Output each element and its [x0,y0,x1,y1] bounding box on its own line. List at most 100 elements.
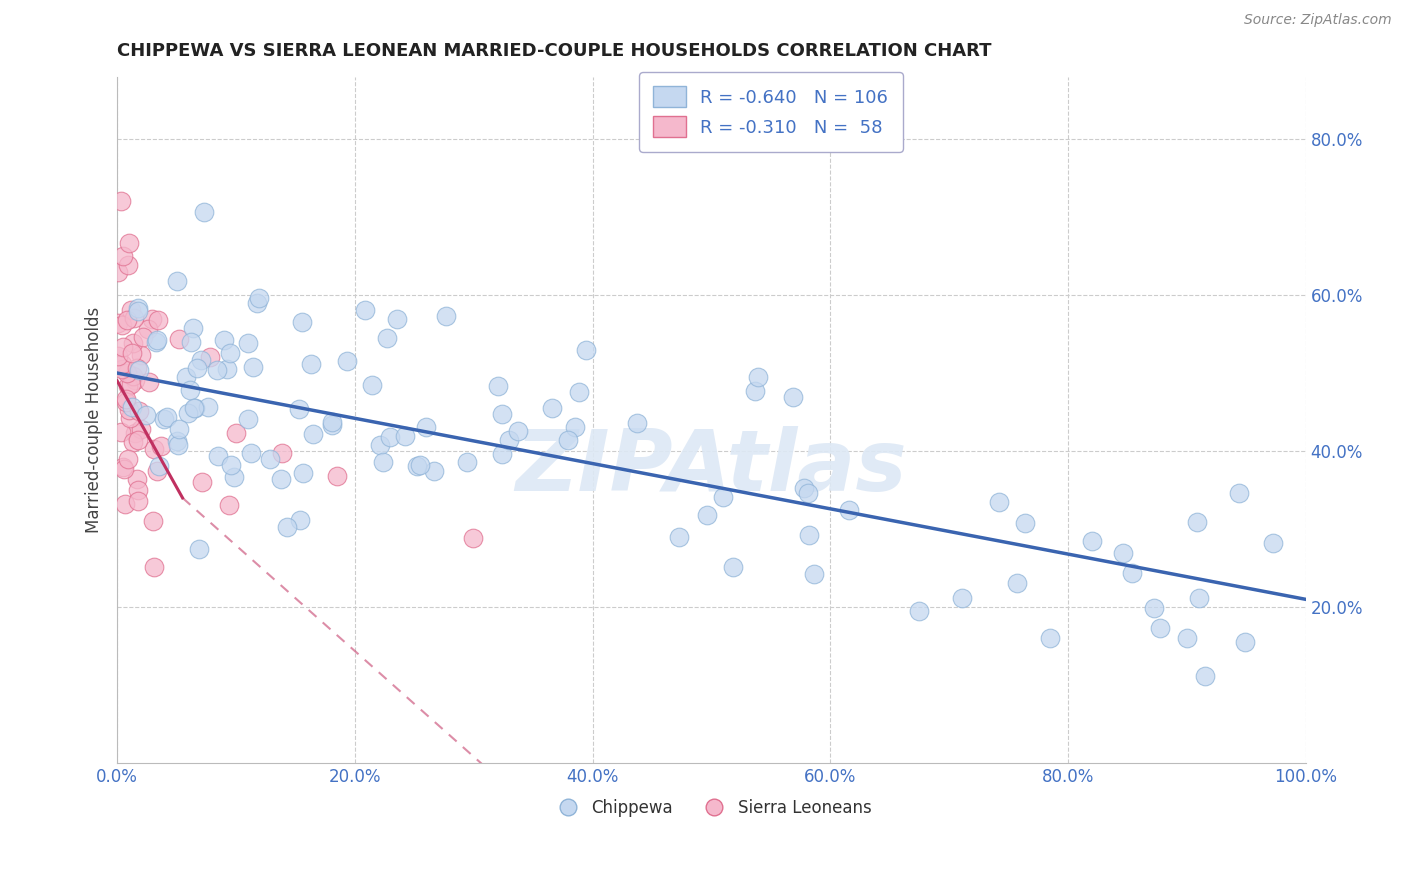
Point [141,311,163,326]
Point [1185,515,1208,529]
Point [115,367,138,381]
Point [122,368,145,383]
Point [118,236,141,251]
Point [224,470,246,484]
Point [132,330,155,344]
Text: CHIPPEWA VS SIERRA LEONEAN MARRIED-COUPLE HOUSEHOLDS CORRELATION CHART: CHIPPEWA VS SIERRA LEONEAN MARRIED-COUPL… [117,42,991,60]
Point [797,486,820,500]
Text: Source: ZipAtlas.com: Source: ZipAtlas.com [1244,13,1392,28]
Point [219,346,242,360]
Point [183,401,205,415]
Point [146,464,169,478]
Point [491,447,513,461]
Point [110,425,132,439]
Point [291,315,314,329]
Point [145,335,167,350]
Point [186,361,208,376]
Point [288,513,311,527]
Point [124,373,146,387]
Point [115,395,138,409]
Point [1194,669,1216,683]
Point [1261,536,1284,550]
Point [246,296,269,310]
Point [127,361,149,376]
Point [321,415,343,429]
Point [508,425,530,439]
Point [188,542,211,557]
Point [117,378,139,392]
Point [336,354,359,368]
Point [107,316,129,330]
Point [1227,486,1250,500]
Point [225,426,247,441]
Point [247,292,270,306]
Point [166,434,188,449]
Point [988,494,1011,508]
Point [1143,601,1166,615]
Point [302,427,325,442]
Point [723,559,745,574]
Point [183,401,205,415]
Point [180,334,202,349]
Y-axis label: Married-couple Households: Married-couple Households [86,307,103,533]
Point [1175,631,1198,645]
Point [107,265,129,279]
Point [456,455,478,469]
Point [111,318,134,332]
Point [415,420,437,434]
Point [166,274,188,288]
Point [557,433,579,447]
Point [486,378,509,392]
Point [125,472,148,486]
Point [1039,632,1062,646]
Point [568,384,591,399]
Point [176,370,198,384]
Point [111,249,134,263]
Point [236,412,259,426]
Point [626,416,648,430]
Point [276,520,298,534]
Point [120,302,142,317]
Point [394,429,416,443]
Point [239,446,262,460]
Point [181,321,204,335]
Point [110,194,132,209]
Point [207,449,229,463]
Point [146,312,169,326]
Point [1005,576,1028,591]
Point [120,377,142,392]
Point [498,433,520,447]
Point [193,204,215,219]
Point [131,422,153,436]
Point [803,566,825,581]
Point [422,465,444,479]
Point [107,349,129,363]
Point [711,490,734,504]
Point [121,335,143,350]
Point [198,351,221,365]
Point [270,472,292,486]
Point [167,422,190,436]
Point [129,348,152,362]
Point [190,353,212,368]
Point [1080,534,1102,549]
Point [1014,516,1036,531]
Point [197,400,219,414]
Point [1188,591,1211,605]
Point [121,401,143,415]
Point [491,407,513,421]
Point [143,560,166,574]
Point [368,438,391,452]
Point [385,312,408,326]
Point [793,481,815,495]
Point [696,508,718,522]
Point [242,359,264,374]
Point [128,363,150,377]
Point [747,370,769,384]
Point [292,467,315,481]
Point [288,401,311,416]
Point [127,494,149,508]
Point [270,445,292,459]
Point [219,458,242,472]
Point [138,375,160,389]
